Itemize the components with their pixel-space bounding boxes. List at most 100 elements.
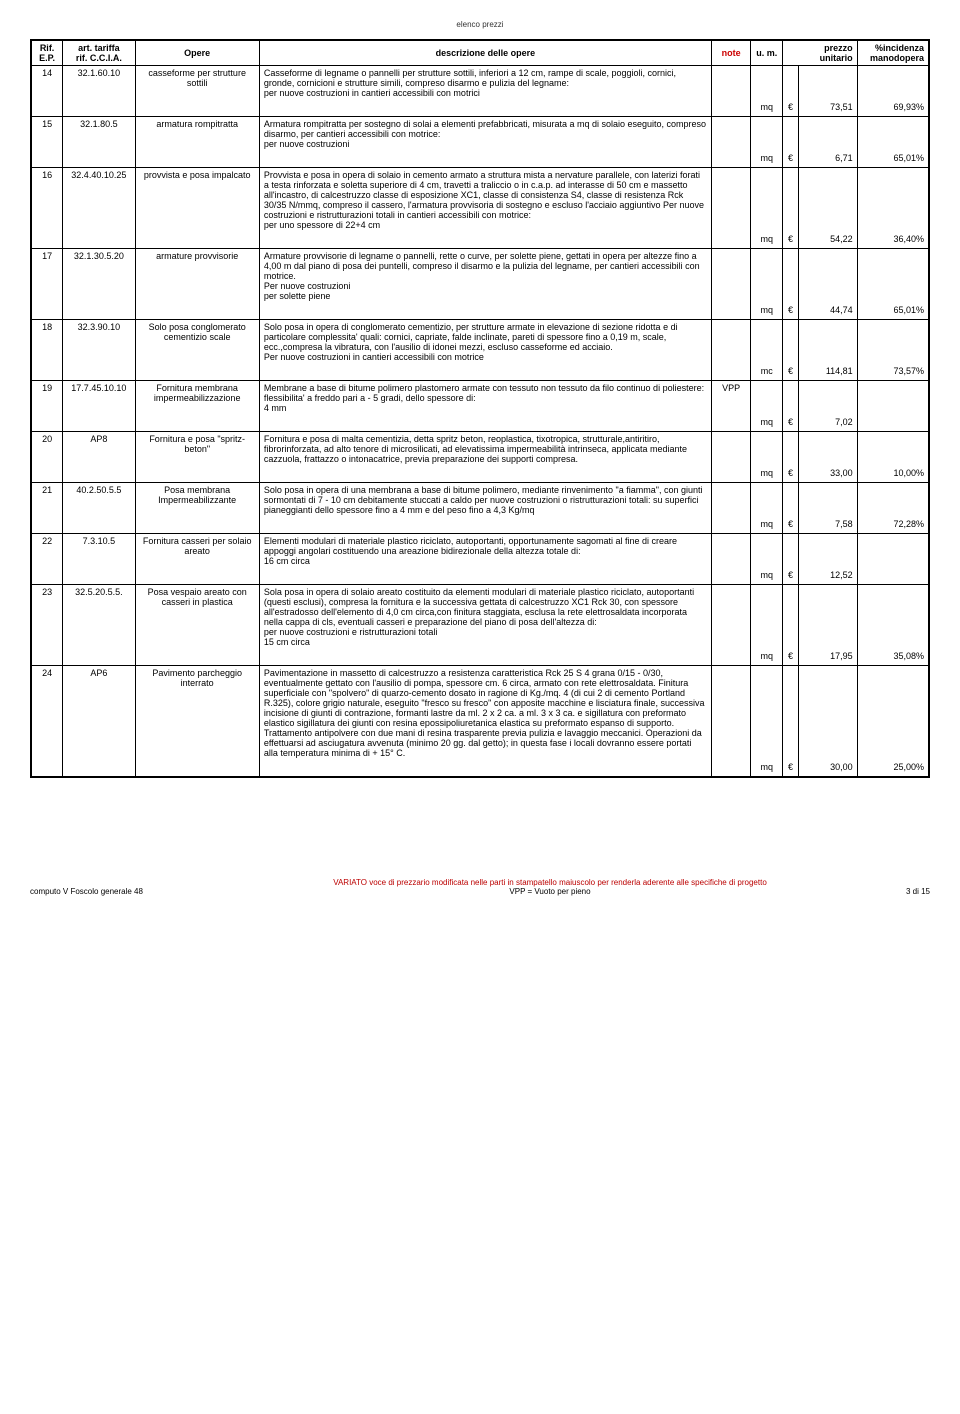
cell-prezzo-val: 6,71 <box>798 151 857 168</box>
cell-prezzo-val: 7,58 <box>798 517 857 534</box>
cell-rif-empty <box>31 568 63 585</box>
footer-center: VARIATO voce di prezzario modificata nel… <box>230 878 870 896</box>
header-prezzo: prezzounitario <box>783 40 858 66</box>
cell-opere: Posa membrana Impermeabilizzante <box>135 483 259 518</box>
cell-opere-empty <box>135 649 259 666</box>
cell-inc-val: 35,08% <box>857 649 929 666</box>
cell-rif: 16 <box>31 168 63 233</box>
cell-prezzo <box>798 249 857 304</box>
cell-inc <box>857 432 929 467</box>
cell-um <box>751 432 783 467</box>
cell-opere-empty <box>135 517 259 534</box>
cell-desc-empty <box>259 232 711 249</box>
cell-eur <box>783 483 799 518</box>
table-summary-row: mq€6,7165,01% <box>31 151 929 168</box>
cell-desc: Membrane a base di bitume polimero plast… <box>259 381 711 416</box>
cell-rif-empty <box>31 232 63 249</box>
header-desc: descrizione delle opere <box>259 40 711 66</box>
cell-prezzo-val: 33,00 <box>798 466 857 483</box>
cell-art: 32.4.40.10.25 <box>63 168 135 233</box>
cell-art-empty <box>63 151 135 168</box>
cell-inc-val: 65,01% <box>857 303 929 320</box>
cell-inc-val: 10,00% <box>857 466 929 483</box>
cell-opere-empty <box>135 151 259 168</box>
cell-um-val: mq <box>751 568 783 585</box>
cell-art-empty <box>63 466 135 483</box>
cell-prezzo <box>798 117 857 152</box>
table-row: 2332.5.20.5.5.Posa vespaio areato con ca… <box>31 585 929 650</box>
header-um: u. m. <box>751 40 783 66</box>
cell-rif: 14 <box>31 66 63 101</box>
cell-opere-empty <box>135 364 259 381</box>
cell-opere: Fornitura membrana impermeabilizzazione <box>135 381 259 416</box>
table-row: 24AP6Pavimento parcheggio interratoPavim… <box>31 666 929 761</box>
header-rif: Rif.E.P. <box>31 40 63 66</box>
cell-desc-empty <box>259 303 711 320</box>
cell-rif: 23 <box>31 585 63 650</box>
cell-desc: Fornitura e posa di malta cementizia, de… <box>259 432 711 467</box>
cell-prezzo-val: 30,00 <box>798 760 857 777</box>
table-summary-row: mq€7,5872,28% <box>31 517 929 534</box>
cell-desc: Solo posa in opera di conglomerato cemen… <box>259 320 711 365</box>
table-summary-row: mq€7,02 <box>31 415 929 432</box>
cell-art: 7.3.10.5 <box>63 534 135 569</box>
cell-desc-empty <box>259 568 711 585</box>
cell-eur-val: € <box>783 466 799 483</box>
cell-eur-val: € <box>783 151 799 168</box>
header-note: note <box>711 40 751 66</box>
cell-inc-val <box>857 568 929 585</box>
cell-prezzo-val: 73,51 <box>798 100 857 117</box>
cell-um <box>751 117 783 152</box>
cell-um-val: mq <box>751 100 783 117</box>
cell-inc <box>857 585 929 650</box>
cell-eur-val: € <box>783 415 799 432</box>
cell-art-empty <box>63 760 135 777</box>
cell-note-empty <box>711 649 751 666</box>
cell-note-empty <box>711 466 751 483</box>
cell-art: 32.1.80.5 <box>63 117 135 152</box>
table-row: 1732.1.30.5.20armature provvisorieArmatu… <box>31 249 929 304</box>
cell-um <box>751 483 783 518</box>
cell-note-empty <box>711 151 751 168</box>
cell-prezzo-val: 44,74 <box>798 303 857 320</box>
cell-um-val: mq <box>751 649 783 666</box>
cell-desc: Casseforme di legname o pannelli per str… <box>259 66 711 101</box>
cell-desc-empty <box>259 364 711 381</box>
cell-opere-empty <box>135 100 259 117</box>
cell-note <box>711 483 751 518</box>
cell-inc <box>857 117 929 152</box>
cell-note-empty <box>711 303 751 320</box>
cell-prezzo <box>798 432 857 467</box>
page-header-title: elenco prezzi <box>30 20 930 29</box>
cell-art: 17.7.45.10.10 <box>63 381 135 416</box>
cell-art-empty <box>63 415 135 432</box>
cell-inc <box>857 320 929 365</box>
cell-um <box>751 534 783 569</box>
cell-eur-val: € <box>783 303 799 320</box>
cell-desc: Armatura rompitratta per sostegno di sol… <box>259 117 711 152</box>
cell-desc-empty <box>259 517 711 534</box>
cell-rif: 21 <box>31 483 63 518</box>
cell-prezzo-val: 7,02 <box>798 415 857 432</box>
cell-note <box>711 432 751 467</box>
cell-note-empty <box>711 517 751 534</box>
cell-prezzo <box>798 585 857 650</box>
table-row: 1632.4.40.10.25provvista e posa impalcat… <box>31 168 929 233</box>
cell-um <box>751 249 783 304</box>
table-row: 227.3.10.5Fornitura casseri per solaio a… <box>31 534 929 569</box>
cell-opere: provvista e posa impalcato <box>135 168 259 233</box>
cell-rif: 18 <box>31 320 63 365</box>
cell-note: VPP <box>711 381 751 416</box>
cell-um-val: mq <box>751 232 783 249</box>
cell-eur-val: € <box>783 517 799 534</box>
cell-note-empty <box>711 232 751 249</box>
cell-art: AP6 <box>63 666 135 761</box>
cell-rif: 20 <box>31 432 63 467</box>
cell-inc-val: 72,28% <box>857 517 929 534</box>
cell-eur <box>783 666 799 761</box>
cell-inc <box>857 666 929 761</box>
cell-eur-val: € <box>783 649 799 666</box>
table-summary-row: mq€54,2236,40% <box>31 232 929 249</box>
cell-opere-empty <box>135 466 259 483</box>
cell-inc <box>857 483 929 518</box>
